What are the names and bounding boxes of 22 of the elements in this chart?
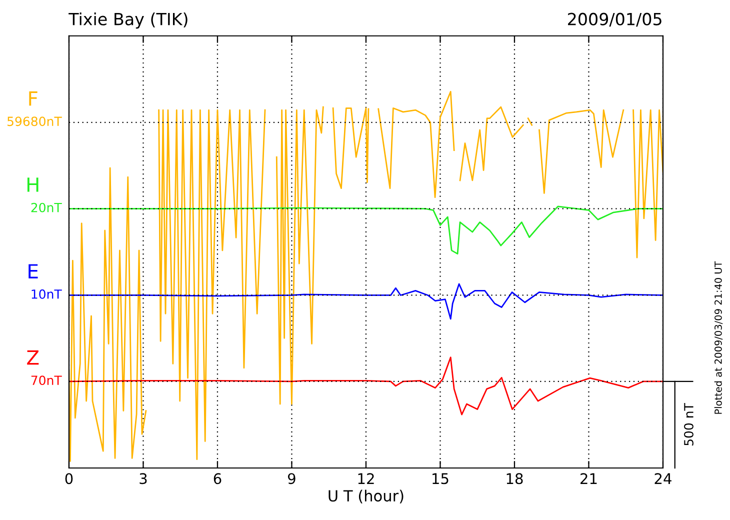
x-tick-label: 6 <box>214 473 222 484</box>
x-tick-label: 12 <box>358 473 374 484</box>
text: 500 nT <box>684 402 694 446</box>
chart-title: Tixie Bay (TIK) <box>68 12 188 29</box>
ref-line-label: 20nT <box>31 202 62 212</box>
ref-line-label: 10nT <box>32 289 62 299</box>
ref-line-label: 59680nT <box>8 116 62 126</box>
x-tick-label: 18 <box>506 473 523 484</box>
x-tick-label: 15 <box>432 473 448 484</box>
chart-subtitle: 2009/01/05 <box>568 12 662 27</box>
x-tick-label: 24 <box>654 473 672 484</box>
series-label: E <box>28 264 38 278</box>
series-label: H <box>27 178 38 192</box>
ref-line-label: 70nT <box>31 376 62 386</box>
x-axis-title: U T (hour) <box>328 490 404 504</box>
x-tick-label: 0 <box>65 473 73 484</box>
x-tick-label: 9 <box>288 473 296 484</box>
text: F <box>29 91 38 106</box>
text: Plotted at 2009/03/09 21:40 UT <box>714 261 723 414</box>
series-label: Z <box>27 350 39 365</box>
x-tick-label: 21 <box>580 473 597 484</box>
x-tick-label: 3 <box>140 473 147 484</box>
